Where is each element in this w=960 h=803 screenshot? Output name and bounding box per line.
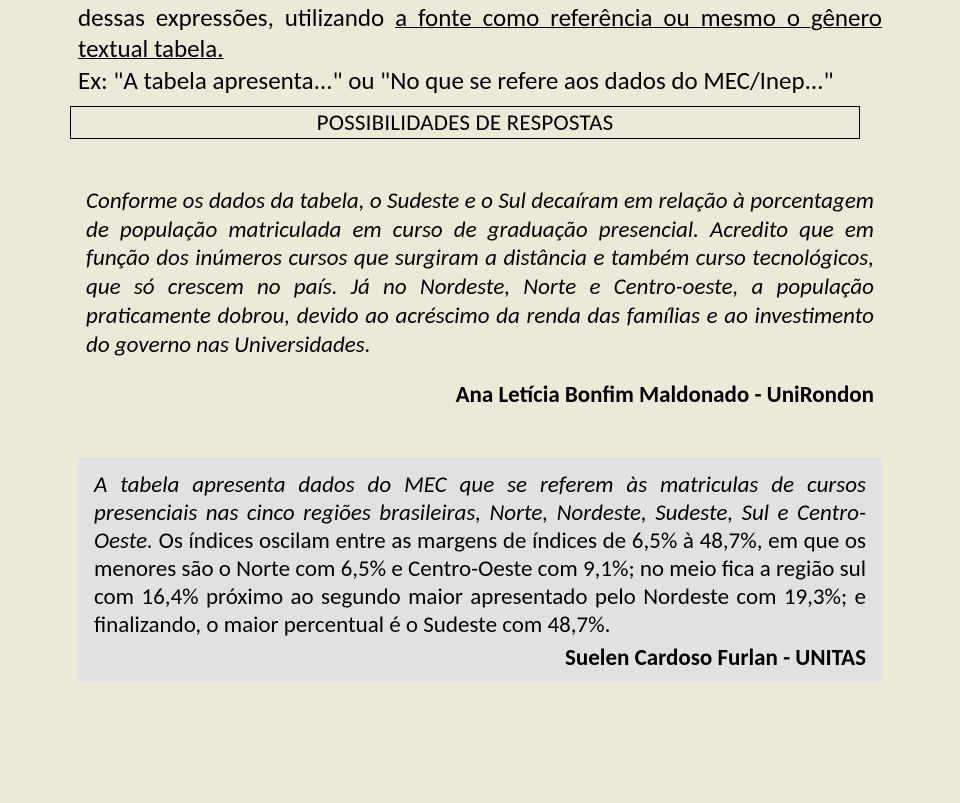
top-text-example: Ex: "A tabela apresenta..." ou "No que s…: [78, 65, 834, 96]
top-paragraph: dessas expressões, utilizando a fonte co…: [78, 0, 882, 96]
response-2-box: A tabela apresenta dados do MEC que se r…: [78, 457, 882, 681]
top-text-before: dessas expressões, utilizando: [78, 2, 395, 33]
possibilidades-heading: POSSIBILIDADES DE RESPOSTAS: [317, 109, 614, 137]
response-2-author: Suelen Cardoso Furlan - UNITAS: [94, 644, 866, 672]
possibilidades-heading-box: POSSIBILIDADES DE RESPOSTAS: [70, 106, 860, 139]
response-2-rest: Os índices oscilam entre as margens de í…: [94, 527, 866, 639]
response-1-paragraph: Conforme os dados da tabela, o Sudeste e…: [78, 187, 882, 360]
response-2-paragraph: A tabela apresenta dados do MEC que se r…: [94, 471, 866, 639]
document-page: dessas expressões, utilizando a fonte co…: [0, 0, 960, 803]
response-1-author: Ana Letícia Bonfim Maldonado - UniRondon: [78, 381, 882, 409]
